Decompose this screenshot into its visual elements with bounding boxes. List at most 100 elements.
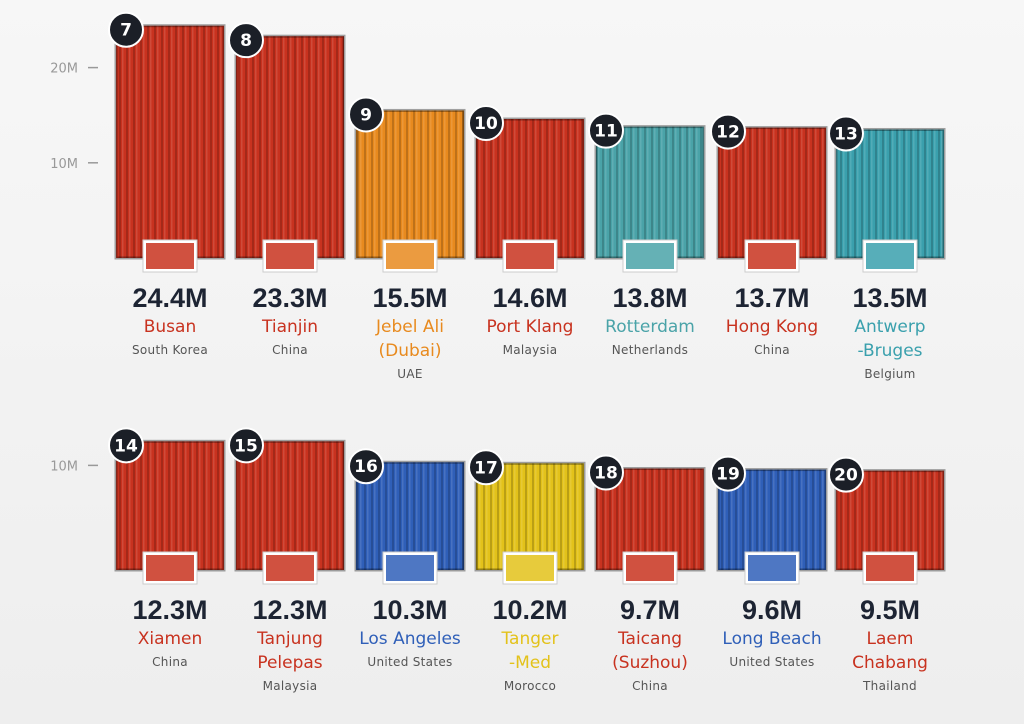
flag-field [748, 555, 796, 581]
port-name: Tianjin [262, 317, 318, 337]
y-tick-label: 20M [50, 62, 78, 77]
rank-badge [468, 105, 504, 142]
rank-badge [108, 11, 144, 48]
country-name: UAE [397, 367, 423, 381]
rank-badge [228, 22, 264, 59]
container-ribs [718, 127, 826, 259]
country-name: South Korea [131, 343, 208, 357]
bar-label: 10.2M Tanger -Med Morocco [465, 595, 595, 693]
rank-badge [588, 454, 624, 491]
value-label: 9.6M [741, 595, 803, 625]
port-name: Laem Chabang [852, 629, 928, 673]
value-label: 13.8M [612, 283, 688, 313]
container: 12 [710, 113, 828, 273]
value-label: 15.5M [372, 283, 448, 313]
flag-field [506, 243, 554, 269]
y-tick-label: 10M [50, 459, 78, 474]
bar-label: 10.3M Los Angeles United States [345, 595, 475, 669]
country-name: China [632, 679, 668, 693]
bar-label: 24.4M Busan South Korea [105, 283, 235, 357]
rank-badge [828, 115, 864, 152]
container: 19 [710, 455, 828, 585]
container: 18 [588, 454, 706, 585]
rank-badge [468, 449, 504, 486]
country-name: Malaysia [262, 679, 318, 693]
bar-label: 9.6M Long Beach United States [707, 595, 837, 669]
flag-field [266, 243, 314, 269]
flag-field [386, 243, 434, 269]
value-label: 9.5M [859, 595, 921, 625]
port-name: Antwerp -Bruges [854, 317, 926, 361]
rank-label: 19 [716, 465, 740, 485]
port-name: Busan [143, 317, 197, 337]
rank-badge [588, 112, 624, 149]
country-name: Belgium [864, 367, 916, 381]
container: 8 [228, 22, 346, 273]
value-label: 13.7M [734, 283, 810, 313]
flag-field [386, 555, 434, 581]
bar-label: 23.3M Tianjin China [225, 283, 355, 357]
container: 17 [468, 449, 586, 585]
container: 7 [108, 11, 226, 273]
container: 13 [828, 115, 946, 273]
country-name: Thailand [863, 679, 917, 693]
flag-field [748, 243, 796, 269]
country-name: United States [729, 655, 815, 669]
port-name: Los Angeles [359, 629, 461, 649]
rank-label: 11 [594, 122, 618, 142]
port-name: Tanger -Med [501, 629, 559, 673]
rank-badge [828, 456, 864, 493]
rank-label: 8 [240, 31, 252, 51]
value-label: 12.3M [252, 595, 328, 625]
value-label: 9.7M [619, 595, 681, 625]
country-name: China [152, 655, 188, 669]
port-name: Long Beach [722, 629, 822, 649]
rank-label: 15 [234, 436, 258, 456]
country-name: Netherlands [611, 343, 689, 357]
container: 20 [828, 456, 946, 585]
rank-label: 12 [716, 123, 740, 143]
rank-badge [348, 96, 384, 133]
bar-label: 13.8M Rotterdam Netherlands [585, 283, 715, 357]
container-ribs [356, 110, 464, 258]
rank-badge [108, 427, 144, 464]
rank-badge [228, 427, 264, 464]
country-name: China [272, 343, 308, 357]
rank-label: 20 [834, 466, 858, 486]
flag-field [146, 243, 194, 269]
container-ribs [236, 36, 344, 259]
bar-label: 9.5M Laem Chabang Thailand [825, 595, 955, 693]
rank-label: 7 [120, 21, 132, 41]
rank-label: 18 [594, 464, 618, 484]
country-name: Malaysia [502, 343, 558, 357]
container: 9 [348, 96, 466, 273]
flag-field [866, 555, 914, 581]
port-name: Taicang (Suzhou) [612, 629, 688, 673]
country-name: United States [367, 655, 453, 669]
bar-label: 14.6M Port Klang Malaysia [465, 283, 595, 357]
flag-field [506, 555, 554, 581]
bar-label: 12.3M Xiamen China [105, 595, 235, 669]
container-ribs [116, 25, 224, 258]
flag-field [626, 555, 674, 581]
rank-label: 14 [114, 436, 138, 456]
bar-label: 13.5M Antwerp -Bruges Belgium [825, 283, 955, 381]
rank-label: 13 [834, 124, 858, 144]
container-ribs [596, 126, 704, 259]
container: 11 [588, 112, 706, 273]
container-ribs [476, 119, 584, 259]
bar-label: 12.3M Tanjung Pelepas Malaysia [225, 595, 355, 693]
port-name: Hong Kong [725, 317, 819, 337]
flag-field [266, 555, 314, 581]
flag-field [866, 243, 914, 269]
rank-label: 17 [474, 458, 498, 478]
rank-label: 16 [354, 457, 378, 477]
rank-badge [710, 113, 746, 150]
container: 16 [348, 448, 466, 585]
port-name: Port Klang [486, 317, 574, 337]
value-label: 23.3M [252, 283, 328, 313]
value-label: 13.5M [852, 283, 928, 313]
container-ribs [836, 129, 944, 258]
